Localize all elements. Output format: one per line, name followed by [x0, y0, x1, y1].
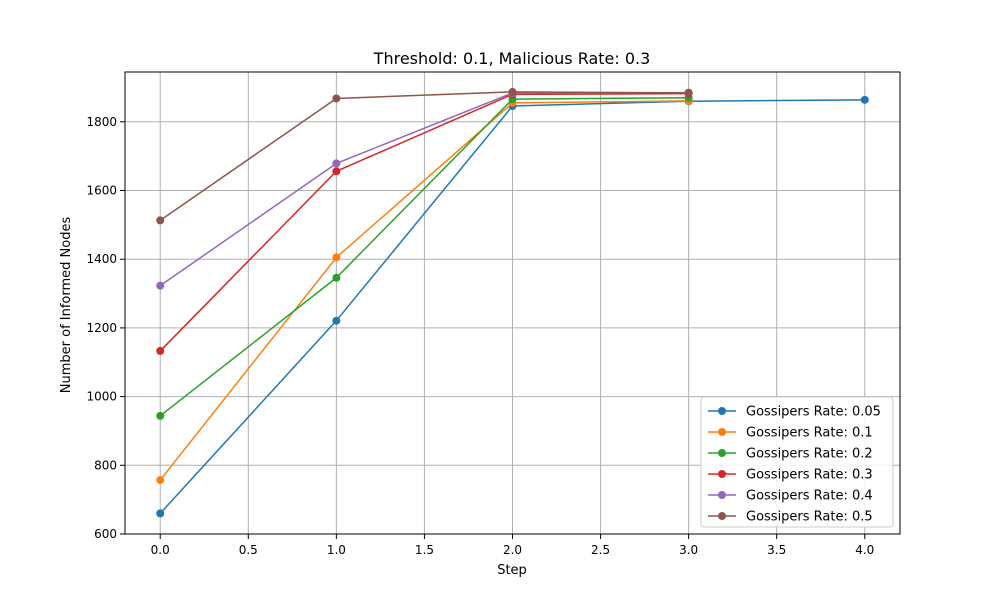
data-point: [684, 88, 693, 97]
y-tick-label: 1400: [86, 252, 117, 266]
x-tick-label: 1.0: [327, 543, 346, 557]
x-tick-label: 4.0: [855, 543, 874, 557]
legend-item: Gossipers Rate: 0.1: [708, 426, 873, 441]
data-point: [156, 411, 165, 420]
legend-marker: [718, 491, 726, 499]
series-line: [159, 97, 689, 417]
x-tick-label: 0.5: [239, 543, 258, 557]
legend-label: Gossipers Rate: 0.2: [746, 447, 873, 462]
y-tick-label: 1600: [86, 184, 117, 198]
data-point: [508, 87, 517, 96]
y-tick-label: 800: [94, 458, 117, 472]
data-point: [332, 273, 341, 282]
series-layer: [156, 87, 869, 518]
data-point: [156, 216, 165, 225]
data-point: [332, 253, 341, 262]
legend-label: Gossipers Rate: 0.05: [746, 405, 881, 420]
series-line: [159, 92, 689, 352]
legend: Gossipers Rate: 0.05 Gossipers Rate: 0.1 G…: [700, 396, 894, 528]
legend-marker: [718, 470, 726, 478]
y-tick-label: 1800: [86, 115, 117, 129]
legend-item: Gossipers Rate: 0.4: [708, 489, 873, 504]
x-tick-label: 1.5: [415, 543, 434, 557]
y-tick-label: 1200: [86, 321, 117, 335]
legend-marker: [718, 428, 726, 436]
series-line: [159, 100, 689, 481]
legend-item: Gossipers Rate: 0.05: [708, 405, 881, 420]
x-axis-label: Step: [497, 563, 527, 578]
data-point: [332, 94, 341, 103]
legend-marker: [718, 512, 726, 520]
x-tick-label: 2.5: [591, 543, 610, 557]
y-axis-ticks: 600 800 1000 1200 1400 1600 1800: [86, 115, 125, 541]
chart-title: Threshold: 0.1, Malicious Rate: 0.3: [373, 49, 651, 68]
data-point: [332, 316, 341, 325]
x-tick-label: 0.0: [151, 543, 170, 557]
legend-item: Gossipers Rate: 0.3: [708, 468, 873, 483]
x-tick-label: 3.0: [679, 543, 698, 557]
data-point: [332, 159, 341, 168]
data-point: [156, 476, 165, 485]
legend-item: Gossipers Rate: 0.2: [708, 447, 873, 462]
data-point: [156, 509, 165, 518]
data-point: [860, 95, 869, 104]
data-point: [156, 346, 165, 355]
data-point: [156, 281, 165, 290]
legend-label: Gossipers Rate: 0.1: [746, 426, 873, 441]
x-tick-label: 2.0: [503, 543, 522, 557]
y-axis-label: Number of Informed Nodes: [59, 217, 74, 394]
x-tick-label: 3.5: [767, 543, 786, 557]
y-tick-label: 600: [94, 527, 117, 541]
series-line: [159, 91, 689, 222]
y-tick-label: 1000: [86, 390, 117, 404]
legend-marker: [718, 407, 726, 415]
legend-item: Gossipers Rate: 0.5: [708, 510, 873, 525]
x-axis-ticks: 0.0 0.5 1.0 1.5 2.0 2.5 3.0 3.5 4.0: [151, 534, 874, 557]
legend-label: Gossipers Rate: 0.3: [746, 468, 873, 483]
data-point: [332, 167, 341, 176]
legend-label: Gossipers Rate: 0.4: [746, 489, 873, 504]
legend-box: [700, 396, 894, 528]
legend-marker: [718, 449, 726, 457]
series-6: [156, 87, 693, 225]
legend-label: Gossipers Rate: 0.5: [746, 510, 873, 525]
